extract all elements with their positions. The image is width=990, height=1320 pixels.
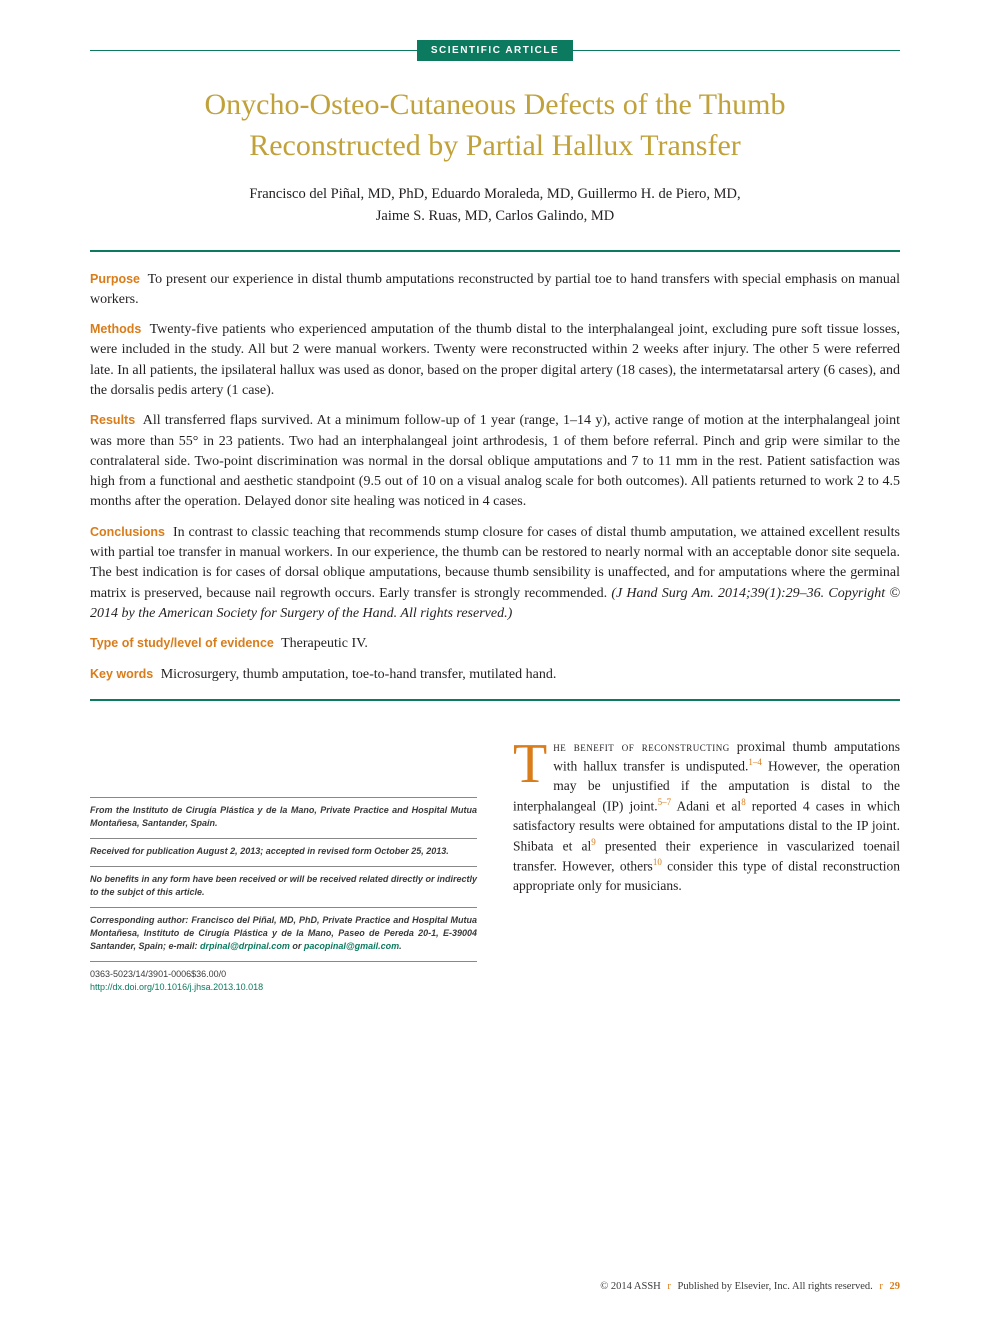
abstract-methods: Methods Twenty-five patients who experie… <box>90 320 900 401</box>
footnote-id-doi: 0363-5023/14/3901-0006$36.00/0 http://dx… <box>90 961 477 994</box>
text-purpose: To present our experience in distal thum… <box>90 272 900 307</box>
label-keywords: Key words <box>90 667 153 681</box>
corresponding-label: Corresponding author: <box>90 915 191 925</box>
label-results: Results <box>90 413 135 427</box>
text-results: All transferred flaps survived. At a min… <box>90 413 900 509</box>
text-type: Therapeutic IV. <box>281 636 368 651</box>
label-type: Type of study/level of evidence <box>90 636 274 650</box>
text-methods: Twenty-five patients who experienced amp… <box>90 322 900 398</box>
intro-smallcaps: he benefit of reconstructing <box>553 739 730 754</box>
abstract-results: Results All transferred flaps survived. … <box>90 411 900 512</box>
dropcap-t: T <box>513 737 553 785</box>
label-purpose: Purpose <box>90 272 140 286</box>
title-line-2: Reconstructed by Partial Hallux Transfer <box>249 129 741 162</box>
footnote-corresponding: Corresponding author: Francisco del Piña… <box>90 907 477 953</box>
or-text: or <box>290 941 304 951</box>
abstract-conclusions: Conclusions In contrast to classic teach… <box>90 523 900 624</box>
page-footer: © 2014 ASSH r Published by Elsevier, Inc… <box>90 1281 900 1292</box>
spacer <box>90 737 477 797</box>
footnote-dates: Received for publication August 2, 2013;… <box>90 838 477 858</box>
footnotes-column: From the Instituto de Cirugía Plástica y… <box>90 737 477 1002</box>
ref-10[interactable]: 10 <box>653 857 662 867</box>
intro-paragraph: The benefit of reconstructing proximal t… <box>513 737 900 896</box>
footer-copyright: © 2014 ASSH <box>600 1281 661 1292</box>
article-id: 0363-5023/14/3901-0006$36.00/0 <box>90 969 226 979</box>
abstract-type: Type of study/level of evidence Therapeu… <box>90 634 900 654</box>
footer-publisher: Published by Elsevier, Inc. All rights r… <box>678 1281 873 1292</box>
abstract-keywords: Key words Microsurgery, thumb amputation… <box>90 665 900 685</box>
label-conclusions: Conclusions <box>90 525 165 539</box>
rule-right <box>573 50 900 51</box>
rule-left <box>90 50 417 51</box>
abstract-purpose: Purpose To present our experience in dis… <box>90 270 900 311</box>
footnote-affiliation: From the Instituto de Cirugía Plástica y… <box>90 797 477 830</box>
diamond-icon: r <box>667 1281 671 1292</box>
header-rule: SCIENTIFIC ARTICLE <box>90 40 900 61</box>
text-keywords: Microsurgery, thumb amputation, toe-to-h… <box>161 667 557 682</box>
body-columns: From the Instituto de Cirugía Plástica y… <box>90 737 900 1002</box>
page-number: 29 <box>890 1281 901 1292</box>
abstract-box: Purpose To present our experience in dis… <box>90 250 900 701</box>
doi-link[interactable]: http://dx.doi.org/10.1016/j.jhsa.2013.10… <box>90 982 263 992</box>
body-text-column: The benefit of reconstructing proximal t… <box>513 737 900 1002</box>
intro-3: Adani et al <box>671 799 741 814</box>
email-link-1[interactable]: drpinal@drpinal.com <box>200 941 290 951</box>
authors-line-1: Francisco del Piñal, MD, PhD, Eduardo Mo… <box>249 186 740 202</box>
title-line-1: Onycho-Osteo-Cutaneous Defects of the Th… <box>205 88 786 121</box>
period: . <box>399 941 402 951</box>
article-title: Onycho-Osteo-Cutaneous Defects of the Th… <box>90 85 900 166</box>
label-methods: Methods <box>90 322 141 336</box>
article-type-badge: SCIENTIFIC ARTICLE <box>417 40 573 61</box>
diamond-icon-2: r <box>879 1281 883 1292</box>
ref-5-7[interactable]: 5–7 <box>658 797 672 807</box>
authors-line-2: Jaime S. Ruas, MD, Carlos Galindo, MD <box>376 208 614 224</box>
authors-block: Francisco del Piñal, MD, PhD, Eduardo Mo… <box>90 184 900 228</box>
email-link-2[interactable]: pacopinal@gmail.com <box>304 941 399 951</box>
ref-1-4[interactable]: 1–4 <box>748 757 762 767</box>
footnote-coi: No benefits in any form have been receiv… <box>90 866 477 899</box>
